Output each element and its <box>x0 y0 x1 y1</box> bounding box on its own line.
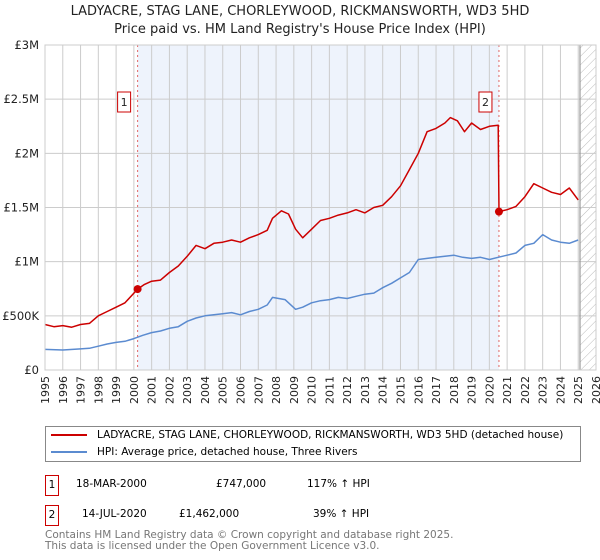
legend-item-hpi: HPI: Average price, detached house, Thre… <box>51 444 357 460</box>
sale-label-box <box>478 91 493 113</box>
x-tick-label: 2014 <box>377 376 390 404</box>
x-tick-label: 2019 <box>466 376 479 404</box>
x-tick-label: 2001 <box>146 376 159 404</box>
sale-label-box <box>117 91 132 113</box>
x-tick-label: 1998 <box>92 376 105 404</box>
x-tick-label: 2006 <box>235 376 248 404</box>
sale-point <box>133 285 142 294</box>
legend-swatch-hpi <box>51 451 87 453</box>
x-tick-label: 2007 <box>252 376 265 404</box>
transaction-date: 18-MAR-2000 <box>76 478 147 490</box>
x-tick-label: 1997 <box>75 376 88 404</box>
transaction-price: £1,462,000 <box>179 508 240 520</box>
transaction-hpi: 39% ↑ HPI <box>313 508 370 520</box>
x-tick-label: 1995 <box>39 376 52 404</box>
x-tick-label: 2022 <box>519 376 532 404</box>
x-tick-label: 2026 <box>590 376 600 404</box>
property-price-line <box>44 116 579 328</box>
x-tick-label: 2017 <box>430 376 443 404</box>
footer-copyright: Contains HM Land Registry data © Crown c… <box>45 529 454 541</box>
x-tick-label: 2000 <box>128 376 141 404</box>
x-tick-label: 2020 <box>483 376 496 404</box>
legend: LADYACRE, STAG LANE, CHORLEYWOOD, RICKMA… <box>45 426 581 462</box>
chart-subtitle: Price paid vs. HM Land Registry's House … <box>114 22 486 37</box>
chart-title: LADYACRE, STAG LANE, CHORLEYWOOD, RICKMA… <box>70 4 530 19</box>
x-tick-label: 2015 <box>394 376 407 404</box>
x-tick-label: 2018 <box>448 376 461 404</box>
transaction-number: 1 <box>45 475 59 496</box>
y-tick-label: £0 <box>24 363 39 377</box>
x-tick-label: 2023 <box>537 376 550 404</box>
x-tick-label: 2011 <box>323 376 336 404</box>
x-tick-label: 2012 <box>341 376 354 404</box>
legend-item-property: LADYACRE, STAG LANE, CHORLEYWOOD, RICKMA… <box>51 427 563 443</box>
sale-label: 2 <box>482 96 489 109</box>
x-tick-label: 2002 <box>163 376 176 404</box>
x-tick-label: 2003 <box>181 376 194 404</box>
price-chart: 1995 1996 1997 1998 1999 2000 2001 2002 2003 2004… <box>2 38 600 404</box>
transaction-number: 2 <box>45 505 59 526</box>
y-tick-label: £500K <box>2 309 39 323</box>
legend-label-property: LADYACRE, STAG LANE, CHORLEYWOOD, RICKMA… <box>97 429 564 441</box>
x-tick-label: 2024 <box>554 376 567 404</box>
footer: Contains HM Land Registry data © Crown c… <box>45 530 453 552</box>
y-tick-label: £2M <box>14 146 39 160</box>
x-tick-label: 1999 <box>110 376 123 404</box>
x-tick-label: 2021 <box>501 376 514 404</box>
legend-label-hpi: HPI: Average price, detached house, Thre… <box>97 446 358 458</box>
footer-licence: This data is licensed under the Open Gov… <box>45 540 380 552</box>
y-tick-label: £1M <box>14 255 39 269</box>
x-tick-label: 2010 <box>306 376 319 404</box>
x-tick-label: 2004 <box>199 376 212 404</box>
y-tick-label: £1.5M <box>3 201 39 215</box>
x-tick-label: 1996 <box>57 376 70 404</box>
x-tick-label: 2008 <box>270 376 283 404</box>
x-tick-label: 2005 <box>217 376 230 404</box>
legend-swatch-property <box>51 434 87 436</box>
y-tick-label: £3M <box>14 38 39 52</box>
y-tick-label: £2.5M <box>3 92 39 106</box>
transaction-date: 14-JUL-2020 <box>82 508 147 520</box>
transaction-price: £747,000 <box>216 478 267 490</box>
x-tick-label: 2009 <box>288 376 301 404</box>
sale-label: 1 <box>121 96 128 109</box>
x-tick-label: 2013 <box>359 376 372 404</box>
hpi-line <box>44 233 579 351</box>
transaction-hpi: 117% ↑ HPI <box>307 478 370 490</box>
plot-border <box>44 44 597 371</box>
sale-point <box>494 207 503 216</box>
x-tick-label: 2025 <box>572 376 585 404</box>
x-tick-label: 2016 <box>412 376 425 404</box>
